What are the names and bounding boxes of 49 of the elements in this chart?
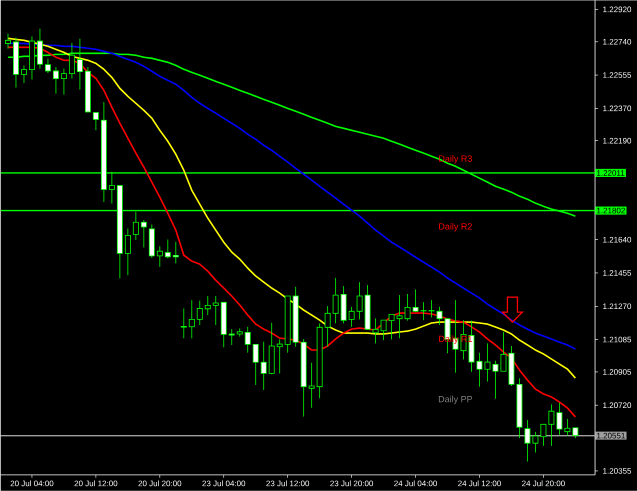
candlestick	[540, 424, 546, 446]
candlestick	[44, 58, 51, 74]
candlestick	[564, 418, 570, 436]
candlestick	[164, 239, 171, 259]
candlestick	[52, 66, 59, 94]
candlestick	[244, 326, 251, 354]
candlestick	[188, 300, 195, 339]
candlestick	[212, 296, 219, 326]
candlestick	[252, 344, 259, 386]
annotation: Daily R3	[439, 155, 472, 164]
annotation: Daily R2	[439, 223, 472, 232]
candlestick	[420, 302, 426, 321]
candlestick	[172, 242, 179, 264]
candlestick	[476, 352, 482, 388]
candlestick	[548, 404, 554, 446]
candlestick	[428, 300, 434, 318]
candlestick	[372, 318, 379, 344]
candlestick	[572, 427, 578, 439]
candlestick	[532, 432, 538, 454]
candlestick	[276, 339, 283, 374]
candlestick	[348, 306, 355, 328]
candlestick	[484, 343, 490, 382]
candlestick	[92, 112, 99, 131]
candlestick	[196, 300, 203, 326]
candlestick	[412, 289, 419, 313]
candlestick	[5, 33, 11, 50]
candlestick	[324, 306, 331, 348]
candlestick	[228, 328, 235, 346]
candlestick	[356, 282, 363, 320]
annotation: Daily PP	[438, 396, 472, 404]
candlestick	[500, 331, 506, 372]
candlestick	[140, 220, 147, 248]
candlestick	[404, 294, 411, 322]
candlestick	[124, 228, 131, 276]
candlestick	[260, 341, 267, 390]
candlestick	[380, 320, 387, 341]
candlestick	[492, 360, 498, 400]
candlestick	[332, 278, 339, 324]
candlestick	[21, 65, 27, 84]
candlestick	[396, 294, 403, 339]
candlestick	[204, 296, 211, 316]
candlestick	[388, 314, 395, 340]
candlestick	[60, 68, 67, 96]
candlestick	[180, 308, 187, 339]
candlestick	[524, 420, 530, 462]
candlestick	[436, 306, 442, 326]
candlestick	[308, 362, 315, 408]
candlestick	[156, 246, 163, 268]
candlestick	[556, 402, 562, 436]
